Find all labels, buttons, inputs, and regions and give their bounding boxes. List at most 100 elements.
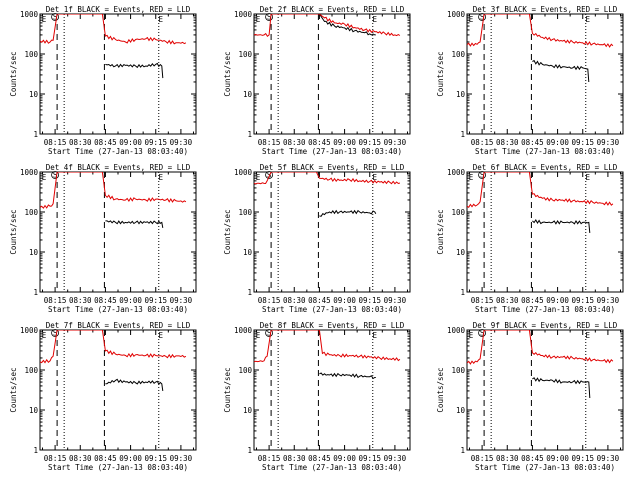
y-axis-label: Counts/sec [436,51,445,96]
x-tick-label: 09:30 [597,296,620,305]
end-marker-label: E [159,331,164,340]
x-tick-label: 09:30 [384,454,407,463]
y-axis-label: Counts/sec [223,367,232,412]
axes-frame [253,329,411,451]
y-axis-label: Counts/sec [223,51,232,96]
y-tick-label: 1 [460,288,465,297]
x-axis-label: Start Time (27-Jan-13 08:03:40) [262,463,402,472]
axes-frame [466,13,624,135]
y-tick-label: 1000 [234,10,253,19]
x-tick-label: 09:00 [333,296,356,305]
x-tick-label: 08:30 [496,454,519,463]
y-tick-label: 1 [33,446,38,455]
x-tick-label: 09:00 [546,138,569,147]
y-tick-label: 100 [238,208,252,217]
end-marker-label: E [373,331,378,340]
y-axis-label: Counts/sec [436,209,445,254]
y-axis-label: Counts/sec [9,209,18,254]
x-tick-label: 08:30 [69,296,92,305]
x-axis-label: Start Time (27-Jan-13 08:03:40) [48,463,188,472]
end-marker-label: E [42,173,47,182]
x-tick-label: 09:00 [119,296,142,305]
x-tick-label: 08:30 [69,454,92,463]
y-tick-label: 1000 [234,326,253,335]
panel-det-9: Det 9f BLACK = Events, RED = LLD 1 10 100 10… [436,321,624,472]
x-tick-label: 09:00 [333,138,356,147]
x-tick-label: 09:00 [119,454,142,463]
panel-title: Det 7f BLACK = Events, RED = LLD [46,321,191,330]
x-tick-label: 08:45 [308,138,331,147]
y-tick-label: 10 [243,90,253,99]
x-tick-label: 09:00 [119,138,142,147]
y-tick-label: 100 [24,208,38,217]
axes-frame [466,329,624,451]
x-tick-label: 08:45 [94,454,117,463]
end-marker-label: E [586,173,591,182]
x-axis-label: Start Time (27-Jan-13 08:03:40) [262,305,402,314]
lld-series-line [467,330,614,365]
end-marker-label: E [159,173,164,182]
x-tick-label: 08:30 [283,138,306,147]
end-marker-label: E [42,331,47,340]
y-axis-label: Counts/sec [223,209,232,254]
y-tick-label: 1000 [234,168,253,177]
panel-title: Det 8f BLACK = Events, RED = LLD [260,321,405,330]
end-marker-label: E [256,331,261,340]
y-tick-label: 1 [460,130,465,139]
y-tick-label: 10 [243,406,253,415]
events-series-line [105,220,164,228]
y-tick-label: 100 [238,50,252,59]
y-axis-label: Counts/sec [9,51,18,96]
x-axis-label: Start Time (27-Jan-13 08:03:40) [475,147,615,156]
events-series-line [532,59,590,83]
x-tick-label: 08:45 [521,454,544,463]
x-tick-label: 08:15 [258,296,281,305]
end-marker-label: E [586,15,591,24]
y-tick-label: 1000 [20,168,39,177]
y-tick-label: 1 [247,130,252,139]
end-marker-label: E [469,15,474,24]
end-marker-label: E [469,331,474,340]
events-series-line [319,209,377,217]
y-tick-label: 10 [29,406,39,415]
y-tick-label: 10 [456,90,466,99]
x-tick-label: 08:15 [258,454,281,463]
y-tick-label: 10 [29,90,39,99]
y-tick-label: 100 [451,208,465,217]
y-tick-label: 1 [247,446,252,455]
x-tick-label: 09:15 [358,296,381,305]
lld-series-line [467,172,614,208]
start-marker-label: S [480,329,485,338]
y-tick-label: 10 [456,248,466,257]
start-marker-label: S [53,171,58,180]
x-axis-label: Start Time (27-Jan-13 08:03:40) [48,305,188,314]
events-series-line [532,377,591,399]
x-tick-label: 08:15 [258,138,281,147]
y-tick-label: 100 [451,50,465,59]
events-series-line [319,372,376,380]
x-tick-label: 09:30 [170,138,193,147]
axes-frame [253,171,411,293]
y-tick-label: 1000 [447,168,466,177]
x-tick-label: 09:00 [546,296,569,305]
end-marker-label: E [42,15,47,24]
x-tick-label: 09:30 [597,454,620,463]
panel-det-5: Det 5f BLACK = Events, RED = LLD 1 10 100 10… [223,163,411,314]
end-marker-label: E [373,173,378,182]
x-tick-label: 08:15 [44,454,67,463]
y-tick-label: 1 [460,446,465,455]
y-tick-label: 1000 [20,326,39,335]
panel-det-7: Det 7f BLACK = Events, RED = LLD 1 10 100 10… [9,321,197,472]
x-tick-label: 09:30 [170,296,193,305]
x-tick-label: 08:45 [308,454,331,463]
end-marker-label: E [256,173,261,182]
y-tick-label: 100 [451,366,465,375]
x-tick-label: 09:15 [571,454,594,463]
y-tick-label: 1000 [447,10,466,19]
x-tick-label: 08:30 [283,296,306,305]
y-tick-label: 1 [33,288,38,297]
panel-title: Det 4f BLACK = Events, RED = LLD [46,163,191,172]
panel-det-2: Det 2f BLACK = Events, RED = LLD 1 10 100 10… [223,5,411,156]
y-tick-label: 100 [24,366,38,375]
